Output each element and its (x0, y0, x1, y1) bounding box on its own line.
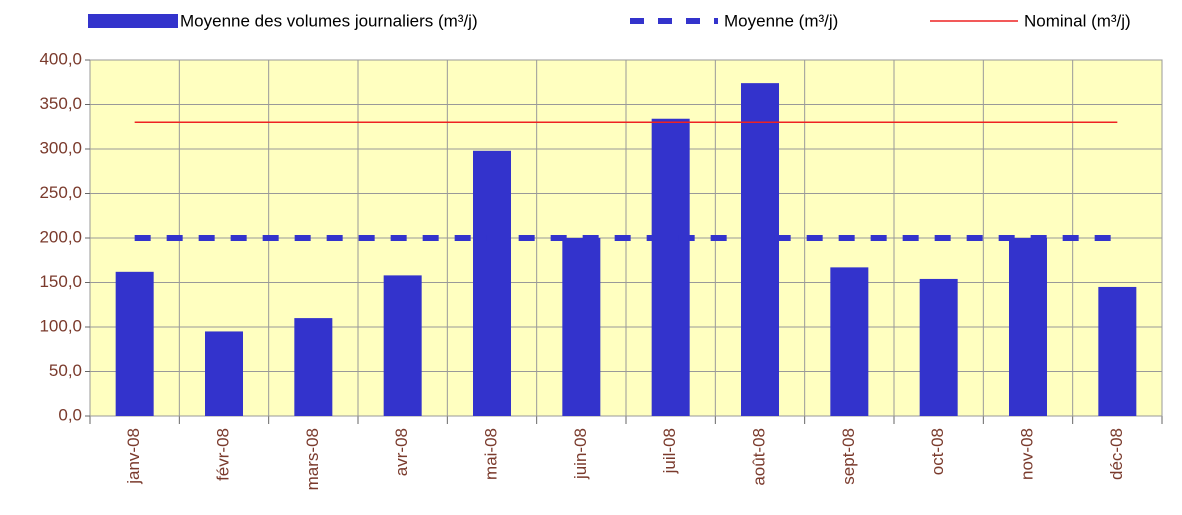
y-tick-label: 300,0 (39, 138, 82, 157)
y-tick-label: 400,0 (39, 49, 82, 68)
bar (919, 278, 958, 416)
bar (562, 238, 601, 416)
x-tick-label: sept-08 (839, 428, 858, 485)
bar (1009, 238, 1047, 416)
legend-label: Moyenne (m³/j) (724, 11, 838, 30)
legend-swatch (88, 14, 178, 28)
bar (205, 331, 243, 416)
y-tick-label: 200,0 (39, 227, 82, 246)
y-tick-label: 50,0 (49, 361, 82, 380)
legend-label: Nominal (m³/j) (1024, 11, 1131, 30)
x-tick-label: juin-08 (571, 428, 590, 480)
y-tick-label: 150,0 (39, 272, 82, 291)
bar (383, 275, 422, 416)
x-tick-label: mai-08 (481, 428, 500, 480)
x-tick-label: déc-08 (1107, 428, 1126, 480)
y-tick-label: 100,0 (39, 316, 82, 335)
x-tick-label: avr-08 (392, 428, 411, 476)
bar (830, 267, 869, 416)
y-tick-label: 250,0 (39, 183, 82, 202)
bar (651, 118, 690, 417)
bar (1098, 286, 1137, 416)
y-tick-label: 0,0 (58, 405, 82, 424)
x-tick-label: févr-08 (213, 428, 232, 481)
x-tick-label: juil-08 (660, 428, 679, 474)
bar (115, 271, 154, 416)
bar (473, 150, 511, 416)
bar (294, 318, 333, 416)
y-tick-label: 350,0 (39, 94, 82, 113)
x-tick-label: mars-08 (303, 428, 322, 490)
legend-label: Moyenne des volumes journaliers (m³/j) (180, 11, 478, 30)
x-tick-label: nov-08 (1017, 428, 1036, 480)
x-tick-label: janv-08 (124, 428, 143, 485)
bar (741, 83, 779, 416)
x-tick-label: oct-08 (928, 428, 947, 475)
x-tick-label: août-08 (749, 428, 768, 486)
